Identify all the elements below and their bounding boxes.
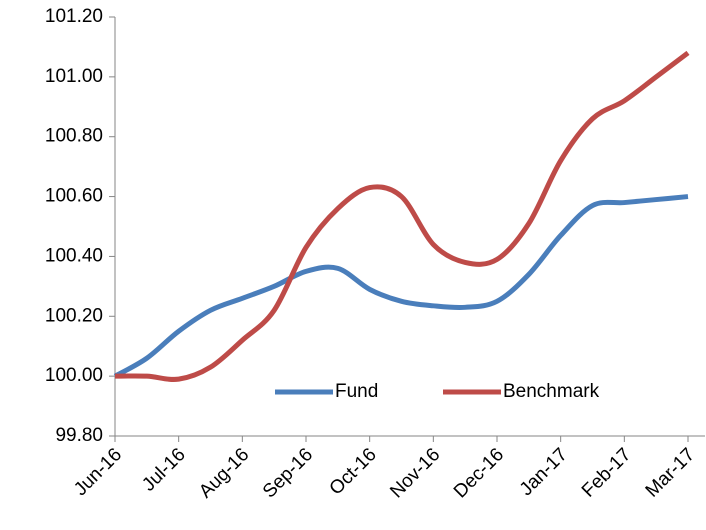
y-tick-label: 100.80 xyxy=(45,126,103,147)
y-tick-label: 99.80 xyxy=(55,425,103,446)
legend-label: Benchmark xyxy=(503,381,600,402)
x-tick-label: Jan-17 xyxy=(516,444,572,500)
x-tick-label: Feb-17 xyxy=(578,444,635,501)
y-tick-label: 101.20 xyxy=(45,6,103,27)
legend-label: Fund xyxy=(335,381,378,402)
y-tick-label: 100.40 xyxy=(45,245,103,266)
series-line xyxy=(113,194,689,379)
x-tick-label: Nov-16 xyxy=(386,444,444,502)
y-tick-label: 100.00 xyxy=(45,365,103,386)
x-tick-label: Dec-16 xyxy=(450,444,508,502)
x-tick-label: Mar-17 xyxy=(642,444,699,501)
x-tick-label: Jun-16 xyxy=(70,444,126,500)
y-tick-label: 100.60 xyxy=(45,186,103,207)
y-tick-label: 101.00 xyxy=(45,66,103,87)
series-line xyxy=(114,50,690,382)
x-tick-label: Aug-16 xyxy=(195,444,253,502)
y-tick-label: 100.20 xyxy=(45,305,103,326)
x-tick-label: Jul-16 xyxy=(138,444,189,495)
x-tick-label: Oct-16 xyxy=(326,444,381,499)
x-tick-label: Sep-16 xyxy=(259,444,317,502)
